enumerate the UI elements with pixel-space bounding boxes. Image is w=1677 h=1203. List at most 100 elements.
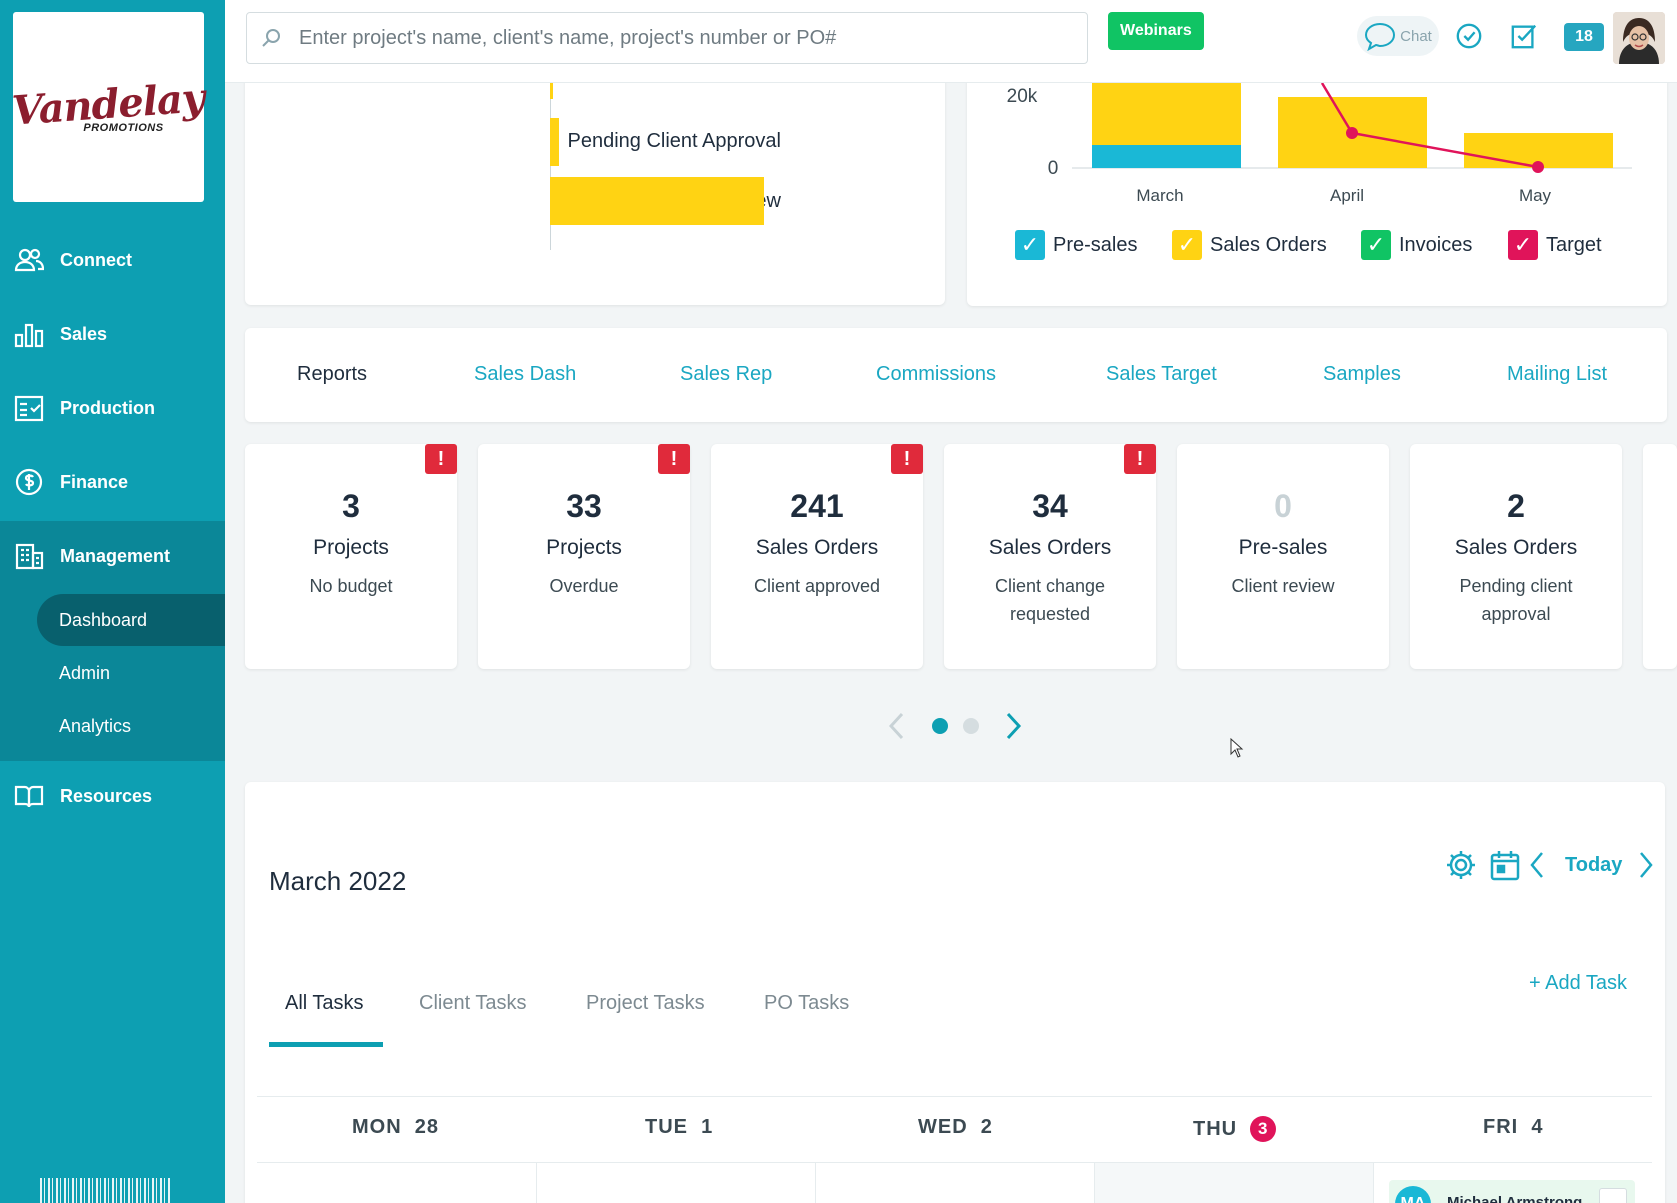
day-name: THU bbox=[1193, 1117, 1238, 1140]
stat-card-sales-orders-client-approved[interactable]: ! 241 Sales Orders Client approved bbox=[711, 444, 923, 669]
clock-check-icon[interactable] bbox=[1453, 20, 1485, 52]
checklist-icon bbox=[14, 393, 44, 423]
calendar-prev-icon[interactable] bbox=[1528, 850, 1546, 880]
active-tab-indicator bbox=[269, 1042, 383, 1047]
tab-commissions[interactable]: Commissions bbox=[876, 363, 997, 385]
legend-label: Target bbox=[1546, 233, 1602, 256]
sidebar-item-sales[interactable]: Sales bbox=[0, 306, 225, 362]
stat-card-projects-overdue[interactable]: ! 33 Projects Overdue bbox=[478, 444, 690, 669]
sidebar-item-production[interactable]: Production bbox=[0, 380, 225, 436]
sidebar-item-resources[interactable]: Resources bbox=[0, 768, 225, 824]
sidebar-item-label: Management bbox=[60, 545, 171, 566]
stat-subtitle: No budget bbox=[309, 576, 393, 596]
tab-mailing-list[interactable]: Mailing List bbox=[1507, 363, 1608, 385]
add-task-button[interactable]: + Add Task bbox=[1529, 972, 1628, 994]
stat-number: 33 bbox=[566, 488, 602, 524]
target-point-april bbox=[1346, 127, 1358, 139]
barcode-decoration bbox=[40, 1178, 172, 1203]
tab-all-tasks[interactable]: All Tasks bbox=[285, 992, 364, 1014]
tab-sales-target[interactable]: Sales Target bbox=[1106, 363, 1217, 385]
tab-project-tasks[interactable]: Project Tasks bbox=[586, 992, 705, 1014]
search-input[interactable] bbox=[299, 26, 1079, 50]
sidebar-subitem-dashboard[interactable]: Dashboard bbox=[37, 594, 225, 646]
tab-samples[interactable]: Samples bbox=[1323, 363, 1401, 385]
book-icon bbox=[14, 781, 44, 811]
calendar-next-icon[interactable] bbox=[1637, 850, 1655, 880]
status-chart-card: Client Change Requested Pending Client A… bbox=[245, 60, 945, 305]
calendar-title: March 2022 bbox=[269, 866, 407, 896]
day-header-thu: THU 3 bbox=[1193, 1116, 1277, 1142]
tab-reports[interactable]: Reports bbox=[297, 363, 368, 385]
stat-card-partial[interactable] bbox=[1643, 444, 1677, 669]
task-edit-icon[interactable] bbox=[1508, 20, 1540, 52]
stat-card-sales-orders-pending-approval[interactable]: 2 Sales Orders Pending client approval bbox=[1410, 444, 1622, 669]
user-avatar[interactable] bbox=[1613, 12, 1665, 64]
day-column-divider bbox=[1373, 1163, 1374, 1203]
today-date-badge: 3 bbox=[1250, 1116, 1277, 1142]
day-column-divider bbox=[536, 1163, 537, 1203]
task-avatar: MA bbox=[1395, 1186, 1431, 1203]
task-preview-card[interactable]: MA Michael Armstrong bbox=[1389, 1180, 1635, 1203]
x-label-march: March bbox=[1136, 186, 1183, 205]
sidebar-item-management[interactable]: Management bbox=[0, 528, 225, 584]
status-bar-pending bbox=[550, 118, 559, 166]
sidebar-item-label: Resources bbox=[60, 785, 153, 806]
legend-invoices[interactable]: ✓ Invoices bbox=[1361, 230, 1472, 260]
day-header-wed: WED 2 bbox=[918, 1116, 993, 1139]
checkbox-checked-icon: ✓ bbox=[1015, 230, 1045, 260]
sales-chart-svg: 20k 0 March April May bbox=[1007, 82, 1632, 205]
y-tick-0: 0 bbox=[1048, 158, 1059, 179]
day-header-fri: FRI 4 bbox=[1483, 1116, 1543, 1139]
top-bar: Webinars Chat 18 bbox=[225, 0, 1677, 83]
stat-number: 3 bbox=[342, 488, 360, 524]
stat-number: 34 bbox=[1032, 488, 1068, 524]
task-checkbox[interactable] bbox=[1599, 1188, 1627, 1203]
gear-icon[interactable] bbox=[1444, 848, 1478, 882]
checkbox-checked-icon: ✓ bbox=[1172, 230, 1202, 260]
webinars-button[interactable]: Webinars bbox=[1108, 12, 1204, 50]
sidebar-item-finance[interactable]: Finance bbox=[0, 454, 225, 510]
carousel-dot-active[interactable] bbox=[932, 718, 948, 734]
sidebar-item-label: Connect bbox=[60, 249, 132, 270]
legend-target[interactable]: ✓ Target bbox=[1508, 230, 1602, 260]
tab-po-tasks[interactable]: PO Tasks bbox=[764, 992, 850, 1014]
notification-count-badge[interactable]: 18 bbox=[1564, 23, 1604, 51]
sidebar-subitem-analytics[interactable]: Analytics bbox=[59, 715, 132, 736]
sidebar-subitem-admin[interactable]: Admin bbox=[59, 662, 111, 683]
sidebar-item-connect[interactable]: Connect bbox=[0, 232, 225, 288]
legend-label: Sales Orders bbox=[1210, 233, 1327, 256]
stat-card-presales-client-review[interactable]: 0 Pre-sales Client review bbox=[1177, 444, 1389, 669]
tab-client-tasks[interactable]: Client Tasks bbox=[419, 992, 527, 1014]
calendar-icon[interactable] bbox=[1489, 848, 1521, 882]
day-column-divider bbox=[815, 1163, 816, 1203]
stat-number: 0 bbox=[1274, 488, 1292, 524]
company-logo[interactable]: Vandelay PROMOTIONS bbox=[11, 12, 206, 202]
legend-label: Invoices bbox=[1399, 233, 1473, 256]
stat-title: Sales Orders bbox=[1454, 536, 1578, 559]
legend-presales[interactable]: ✓ Pre-sales bbox=[1015, 230, 1137, 260]
carousel-prev-icon[interactable] bbox=[885, 710, 909, 742]
checkbox-checked-icon: ✓ bbox=[1508, 230, 1538, 260]
status-bar-cut bbox=[550, 83, 553, 99]
sidebar-item-label: Finance bbox=[60, 471, 129, 492]
chat-button[interactable]: Chat bbox=[1357, 16, 1439, 56]
legend-label: Pre-sales bbox=[1053, 233, 1138, 256]
search-box[interactable] bbox=[246, 12, 1088, 64]
stat-subtitle: Client review bbox=[1231, 576, 1335, 596]
stat-subtitle: Client approved bbox=[753, 576, 881, 596]
carousel-dot[interactable] bbox=[963, 718, 979, 734]
checkbox-checked-icon: ✓ bbox=[1361, 230, 1391, 260]
tab-sales-rep[interactable]: Sales Rep bbox=[680, 363, 773, 385]
day-name: WED bbox=[918, 1116, 968, 1138]
legend-sales-orders[interactable]: ✓ Sales Orders bbox=[1172, 230, 1327, 260]
report-tabs-bar bbox=[245, 328, 1667, 422]
today-button[interactable]: Today bbox=[1565, 854, 1623, 876]
stat-card-projects-no-budget[interactable]: ! 3 Projects No budget bbox=[245, 444, 457, 669]
tab-sales-dash[interactable]: Sales Dash bbox=[474, 363, 577, 385]
warning-icon: ! bbox=[658, 444, 690, 474]
logo-sub-text: PROMOTIONS bbox=[83, 121, 164, 134]
carousel-next-icon[interactable] bbox=[1001, 710, 1025, 742]
stat-title: Projects bbox=[546, 536, 622, 559]
bar-chart-icon bbox=[14, 319, 44, 349]
stat-card-sales-orders-change-requested[interactable]: ! 34 Sales Orders Client change requeste… bbox=[944, 444, 1156, 669]
